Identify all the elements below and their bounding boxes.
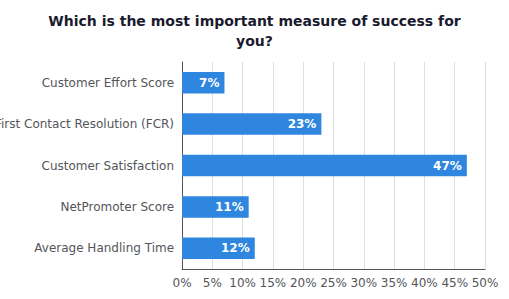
svg-text:45%: 45% xyxy=(441,276,468,290)
svg-text:12%: 12% xyxy=(221,241,250,255)
svg-text:Customer Satisfaction: Customer Satisfaction xyxy=(42,159,175,173)
svg-text:First Contact Resolution (FCR): First Contact Resolution (FCR) xyxy=(0,117,174,131)
svg-text:5%: 5% xyxy=(203,276,222,290)
svg-text:0%: 0% xyxy=(173,276,192,290)
svg-text:47%: 47% xyxy=(433,159,462,173)
svg-text:10%: 10% xyxy=(229,276,256,290)
svg-text:Which is the most important me: Which is the most important measure of s… xyxy=(48,13,460,29)
svg-text:30%: 30% xyxy=(350,276,377,290)
svg-text:23%: 23% xyxy=(288,117,317,131)
svg-text:11%: 11% xyxy=(215,200,244,214)
svg-text:40%: 40% xyxy=(411,276,438,290)
svg-text:7%: 7% xyxy=(199,76,219,90)
svg-text:20%: 20% xyxy=(290,276,317,290)
svg-text:you?: you? xyxy=(236,33,273,49)
svg-text:35%: 35% xyxy=(381,276,408,290)
svg-text:Average Handling Time: Average Handling Time xyxy=(34,241,174,255)
svg-text:50%: 50% xyxy=(472,276,499,290)
svg-text:Customer Effort Score: Customer Effort Score xyxy=(42,76,174,90)
svg-text:25%: 25% xyxy=(320,276,347,290)
svg-text:NetPromoter Score: NetPromoter Score xyxy=(60,200,174,214)
svg-text:15%: 15% xyxy=(260,276,287,290)
